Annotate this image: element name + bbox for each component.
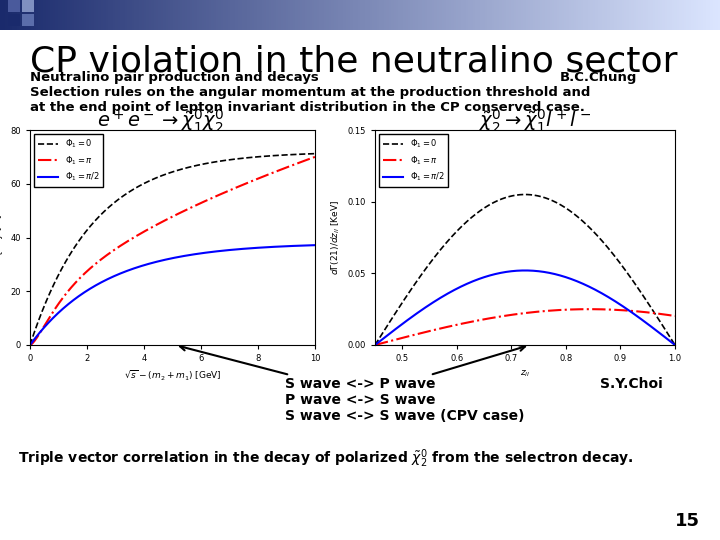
$\Phi_1=\pi$ [617,307,626,313]
Legend: $\Phi_1=0$, $\Phi_1=\pi$, $\Phi_1=\pi/2$: $\Phi_1=0$, $\Phi_1=\pi$, $\Phi_1=\pi/2$ [379,134,449,187]
$\Phi_1=\pi/2$ [617,302,626,309]
$\Phi_1=0$ [311,151,320,157]
$\Phi_1=0$ [534,193,542,199]
$\Phi_1=\pi/2$ [550,271,559,277]
$\Phi_1=\pi/2$ [26,342,35,348]
$\Phi_1=0$ [371,342,379,348]
$\Phi_1=0$ [671,342,680,348]
Text: Selection rules on the angular momentum at the production threshold and: Selection rules on the angular momentum … [30,86,590,99]
$\Phi_1=0$ [161,171,170,178]
Text: S wave <-> S wave (CPV case): S wave <-> S wave (CPV case) [285,409,524,423]
X-axis label: $\sqrt{s}-(m_2+m_1)$ [GeV]: $\sqrt{s}-(m_2+m_1)$ [GeV] [124,369,221,383]
Bar [8,14,20,26]
$\Phi_1=\pi$ [163,216,171,222]
Text: S wave <-> P wave: S wave <-> P wave [285,377,436,391]
Line: $\Phi_1=0$: $\Phi_1=0$ [375,194,675,345]
Text: Triple vector correlation in the decay of polarized $\tilde{\chi}_2^0$ from the : Triple vector correlation in the decay o… [18,447,634,470]
$\Phi_1=\pi/2$ [195,250,204,256]
Text: $e^+e^- \rightarrow \tilde{\chi}_1^0\tilde{\chi}_2^0$: $e^+e^- \rightarrow \tilde{\chi}_1^0\til… [96,108,223,136]
$\Phi_1=\pi/2$ [311,242,320,248]
Text: S.Y.Choi: S.Y.Choi [600,377,662,391]
$\Phi_1=0$ [26,342,35,348]
Line: $\Phi_1=\pi/2$: $\Phi_1=\pi/2$ [375,271,675,345]
$\Phi_1=0$ [617,262,626,268]
$\Phi_1=\pi/2$ [304,242,312,248]
$\Phi_1=\pi/2$ [259,244,268,251]
Text: 15: 15 [675,512,700,530]
$\Phi_1=\pi$ [585,306,593,313]
$\Phi_1=0$ [259,153,268,160]
Text: CP violation in the neutralino sector: CP violation in the neutralino sector [30,44,678,78]
$\Phi_1=0$ [664,332,672,338]
Line: $\Phi_1=\pi$: $\Phi_1=\pi$ [30,157,315,345]
$\Phi_1=0$ [304,151,312,157]
Text: $\tilde{\chi}_2^0 \rightarrow \tilde{\chi}_1^0 l^+l^-$: $\tilde{\chi}_2^0 \rightarrow \tilde{\ch… [479,108,591,136]
$\Phi_1=0$ [180,165,189,172]
$\Phi_1=0$ [515,192,523,198]
$\Phi_1=\pi/2$ [664,336,672,343]
$\Phi_1=\pi$ [533,308,541,315]
$\Phi_1=0$ [521,191,529,198]
Legend: $\Phi_1=0$, $\Phi_1=\pi$, $\Phi_1=\pi/2$: $\Phi_1=0$, $\Phi_1=\pi$, $\Phi_1=\pi/2$ [34,134,104,187]
$\Phi_1=\pi/2$ [521,267,529,274]
$\Phi_1=\pi/2$ [671,342,680,348]
Text: P wave <-> S wave: P wave <-> S wave [285,393,436,407]
$\Phi_1=\pi$ [664,312,672,318]
$\Phi_1=\pi$ [26,342,35,348]
$\Phi_1=\pi$ [549,307,558,314]
Bar [22,0,34,12]
$\Phi_1=\pi$ [671,313,680,319]
$\Phi_1=0$ [513,192,522,198]
$\Phi_1=\pi/2$ [180,253,189,259]
$\Phi_1=\pi/2$ [371,342,379,348]
Line: $\Phi_1=\pi$: $\Phi_1=\pi$ [375,309,675,345]
Text: B.C.Chung: B.C.Chung [560,71,637,84]
$\Phi_1=\pi$ [304,156,312,163]
$\Phi_1=\pi$ [195,200,204,207]
Text: Neutralino pair production and decays: Neutralino pair production and decays [30,71,319,84]
X-axis label: $z_{ll}$: $z_{ll}$ [520,369,530,379]
$\Phi_1=\pi/2$ [163,256,171,262]
$\Phi_1=0$ [163,171,171,177]
Text: at the end point of lepton invariant distribution in the CP conserved case.: at the end point of lepton invariant dis… [30,101,585,114]
$\Phi_1=0$ [550,198,559,205]
$\Phi_1=\pi$ [371,342,379,348]
Line: $\Phi_1=0$: $\Phi_1=0$ [30,154,315,345]
$\Phi_1=\pi$ [259,173,268,180]
$\Phi_1=\pi$ [513,311,522,318]
$\Phi_1=\pi/2$ [534,268,542,274]
$\Phi_1=\pi$ [161,217,170,224]
$\Phi_1=\pi/2$ [515,267,523,274]
$\Phi_1=\pi/2$ [161,256,170,263]
$\Phi_1=\pi$ [515,310,523,317]
Y-axis label: $d\Gamma(21)/dz_{ll}$ [KeV]: $d\Gamma(21)/dz_{ll}$ [KeV] [330,200,342,275]
Bar [8,0,20,12]
Bar [22,14,34,26]
$\Phi_1=0$ [195,161,204,168]
Y-axis label: $\sigma\{12\}$ [fb]: $\sigma\{12\}$ [fb] [0,213,5,262]
$\Phi_1=\pi$ [311,154,320,160]
$\Phi_1=\pi/2$ [513,267,522,274]
$\Phi_1=\pi$ [180,207,189,214]
Line: $\Phi_1=\pi/2$: $\Phi_1=\pi/2$ [30,245,315,345]
